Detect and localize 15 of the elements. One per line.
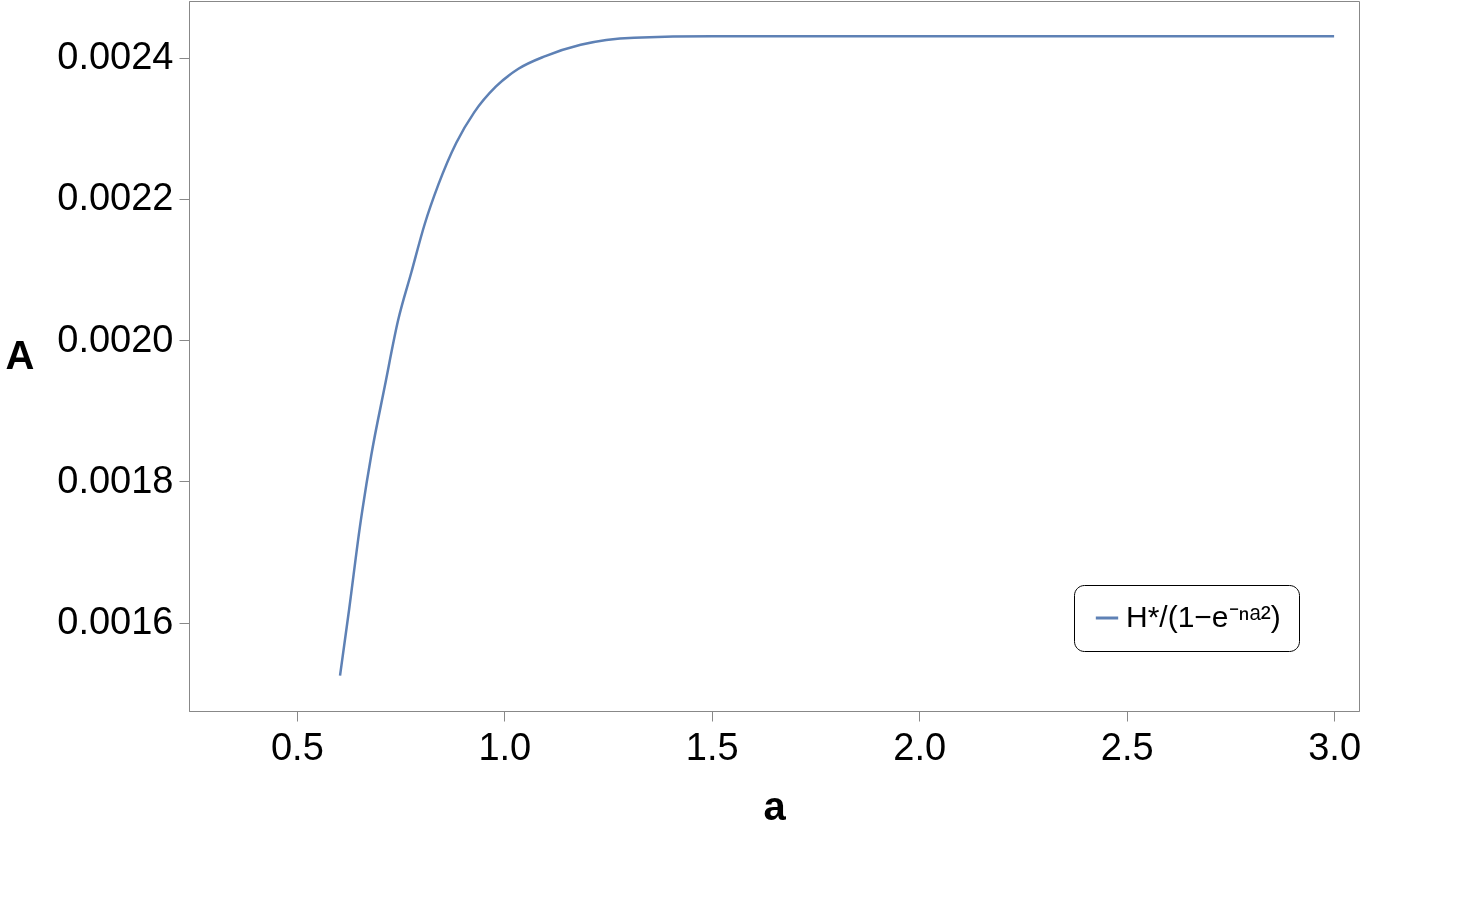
legend-label: H*/(1−e⁻ⁿᵃ²) xyxy=(1126,600,1281,633)
y-tick-label: 0.0016 xyxy=(57,600,174,643)
line-series xyxy=(338,35,1336,677)
x-tick-label: 2.5 xyxy=(1100,725,1154,768)
y-tick-label: 0.0022 xyxy=(57,176,174,219)
x-tick-label: 2.0 xyxy=(893,725,947,768)
x-tick-label: 3.0 xyxy=(1308,725,1362,768)
y-axis-title: A xyxy=(5,332,35,377)
y-tick-label: 0.0020 xyxy=(57,317,174,360)
x-tick-label: 0.5 xyxy=(270,725,324,768)
x-tick-label: 1.0 xyxy=(478,725,532,768)
y-tick-label: 0.0024 xyxy=(57,35,174,78)
x-axis-title: a xyxy=(763,783,787,828)
x-tick-label: 1.5 xyxy=(685,725,739,768)
y-tick-label: 0.0018 xyxy=(57,458,174,501)
